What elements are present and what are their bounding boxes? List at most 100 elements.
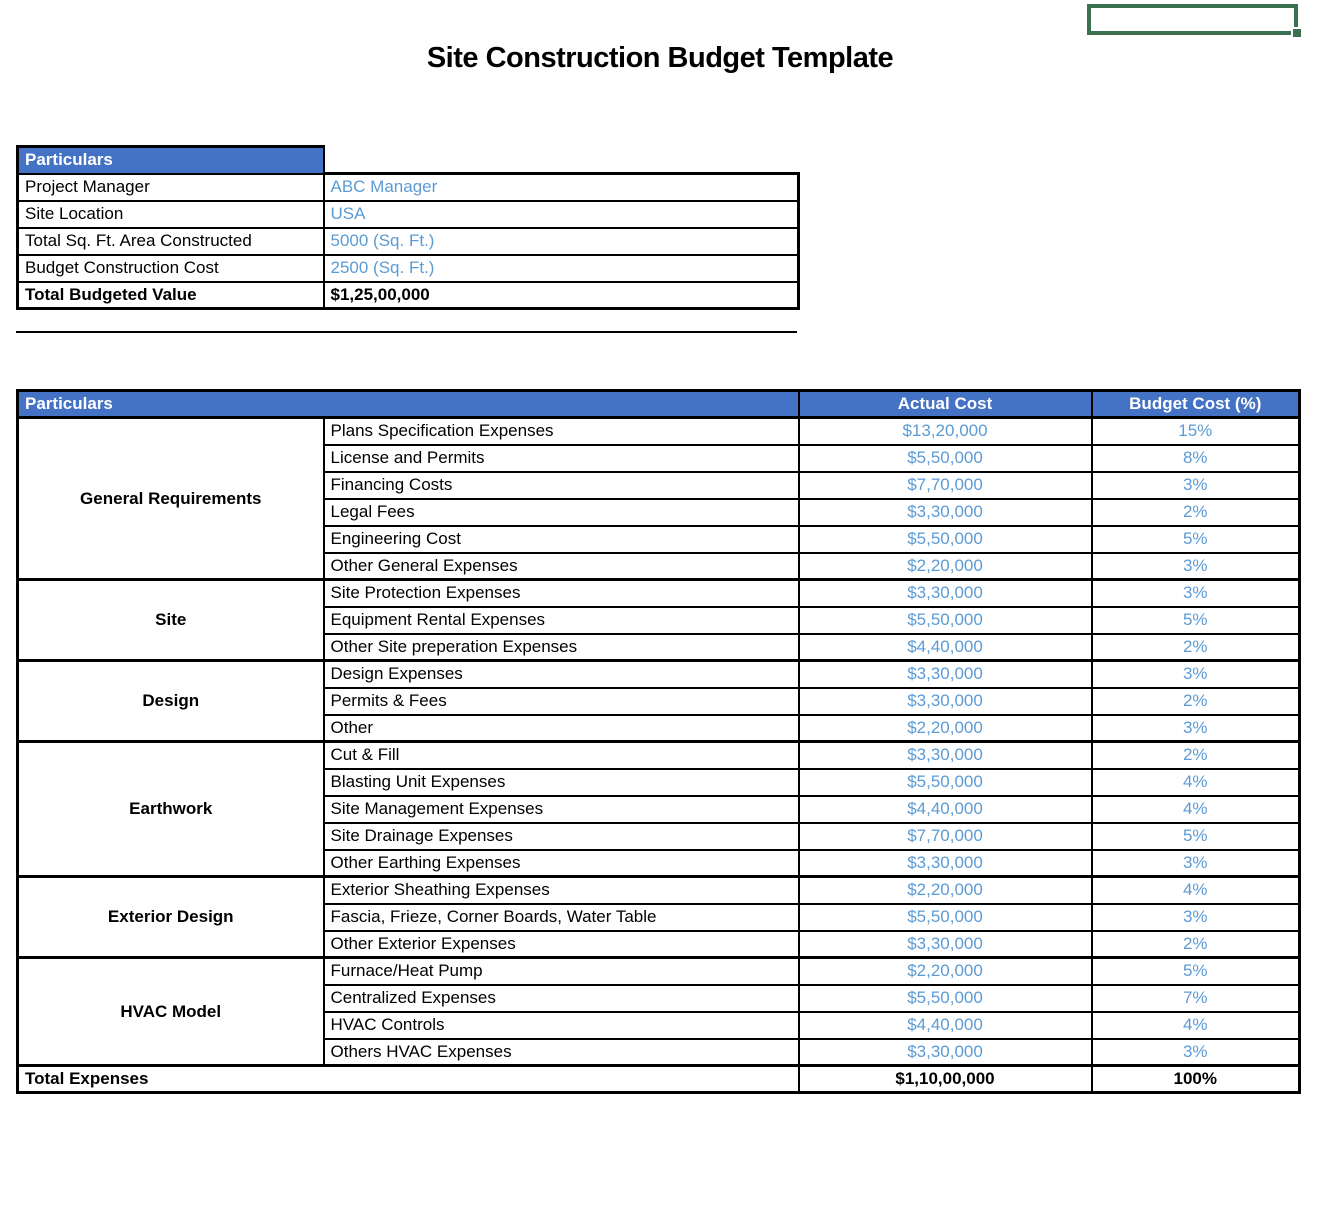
info-table-body: Particulars Project Manager ABC Manager Si…: [16, 145, 800, 310]
category-cell[interactable]: Design: [16, 659, 325, 743]
actual-cost-cell[interactable]: $3,30,000: [797, 497, 1093, 527]
budget-percent-cell[interactable]: 4%: [1090, 1010, 1302, 1040]
category-cell[interactable]: Earthwork: [16, 740, 325, 878]
info-header-cell[interactable]: Particulars: [16, 145, 325, 175]
actual-cost-cell[interactable]: $4,40,000: [797, 632, 1093, 662]
category-cell[interactable]: Exterior Design: [16, 875, 325, 959]
actual-cost-cell[interactable]: $2,20,000: [797, 875, 1093, 905]
budget-percent-cell[interactable]: 3%: [1090, 1037, 1302, 1067]
fill-handle[interactable]: [1291, 27, 1303, 39]
item-cell[interactable]: Site Drainage Expenses: [322, 821, 800, 851]
item-cell[interactable]: License and Permits: [322, 443, 800, 473]
actual-cost-cell[interactable]: $13,20,000: [797, 416, 1093, 446]
budget-percent-cell[interactable]: 2%: [1090, 632, 1302, 662]
category-cell[interactable]: Site: [16, 578, 325, 662]
budget-percent-cell[interactable]: 5%: [1090, 605, 1302, 635]
actual-cost-cell[interactable]: $4,40,000: [797, 1010, 1093, 1040]
budget-percent-cell[interactable]: 4%: [1090, 767, 1302, 797]
item-cell[interactable]: Engineering Cost: [322, 524, 800, 554]
info-value-cell[interactable]: 5000 (Sq. Ft.): [322, 226, 800, 256]
header-cell-budget-cost[interactable]: Budget Cost (%): [1090, 389, 1302, 419]
item-cell[interactable]: Site Protection Expenses: [322, 578, 800, 608]
item-cell[interactable]: Exterior Sheathing Expenses: [322, 875, 800, 905]
info-label-cell[interactable]: Site Location: [16, 199, 325, 229]
budget-percent-cell[interactable]: 3%: [1090, 848, 1302, 878]
actual-cost-cell[interactable]: $5,50,000: [797, 983, 1093, 1013]
item-cell[interactable]: Other Site preperation Expenses: [322, 632, 800, 662]
actual-cost-cell[interactable]: $2,20,000: [797, 551, 1093, 581]
item-cell[interactable]: Financing Costs: [322, 470, 800, 500]
item-cell[interactable]: Plans Specification Expenses: [322, 416, 800, 446]
budget-row: Other General Expenses $2,20,000 3%: [18, 551, 1302, 581]
info-label-cell[interactable]: Budget Construction Cost: [16, 253, 325, 283]
actual-cost-cell[interactable]: $3,30,000: [797, 740, 1093, 770]
budget-table: Particulars Actual Cost Budget Cost (%) …: [15, 389, 1302, 1094]
item-cell[interactable]: Site Management Expenses: [322, 794, 800, 824]
budget-percent-cell[interactable]: 2%: [1090, 740, 1302, 770]
actual-cost-cell[interactable]: $5,50,000: [797, 767, 1093, 797]
info-value-cell[interactable]: $1,25,00,000: [322, 280, 800, 310]
item-cell[interactable]: Equipment Rental Expenses: [322, 605, 800, 635]
actual-cost-cell[interactable]: $5,50,000: [797, 902, 1093, 932]
actual-cost-cell[interactable]: $3,30,000: [797, 578, 1093, 608]
item-cell[interactable]: Other Earthing Expenses: [322, 848, 800, 878]
budget-percent-cell[interactable]: 2%: [1090, 686, 1302, 716]
budget-percent-cell[interactable]: 7%: [1090, 983, 1302, 1013]
budget-percent-cell[interactable]: 5%: [1090, 524, 1302, 554]
header-cell-actual-cost[interactable]: Actual Cost: [797, 389, 1093, 419]
actual-cost-cell[interactable]: $4,40,000: [797, 794, 1093, 824]
item-cell[interactable]: Blasting Unit Expenses: [322, 767, 800, 797]
info-label-cell[interactable]: Project Manager: [16, 172, 325, 202]
actual-cost-cell[interactable]: $5,50,000: [797, 524, 1093, 554]
item-cell[interactable]: Fascia, Frieze, Corner Boards, Water Tab…: [322, 902, 800, 932]
actual-cost-cell[interactable]: $3,30,000: [797, 848, 1093, 878]
total-percent-cell[interactable]: 100%: [1090, 1064, 1302, 1094]
actual-cost-cell[interactable]: $7,70,000: [797, 470, 1093, 500]
actual-cost-cell[interactable]: $2,20,000: [797, 713, 1093, 743]
actual-cost-cell[interactable]: $2,20,000: [797, 956, 1093, 986]
info-label-cell[interactable]: Total Budgeted Value: [16, 280, 325, 310]
total-label-cell[interactable]: Total Expenses: [15, 1064, 800, 1094]
category-cell[interactable]: HVAC Model: [16, 956, 325, 1067]
item-cell[interactable]: Other General Expenses: [322, 551, 800, 581]
total-actual-cell[interactable]: $1,10,00,000: [797, 1064, 1093, 1094]
item-cell[interactable]: Centralized Expenses: [322, 983, 800, 1013]
info-label-cell[interactable]: Total Sq. Ft. Area Constructed: [16, 226, 325, 256]
budget-percent-cell[interactable]: 2%: [1090, 497, 1302, 527]
info-value-cell[interactable]: ABC Manager: [322, 172, 800, 202]
budget-percent-cell[interactable]: 3%: [1090, 470, 1302, 500]
budget-percent-cell[interactable]: 3%: [1090, 902, 1302, 932]
budget-percent-cell[interactable]: 4%: [1090, 794, 1302, 824]
item-cell[interactable]: Other: [322, 713, 800, 743]
budget-percent-cell[interactable]: 3%: [1090, 551, 1302, 581]
actual-cost-cell[interactable]: $7,70,000: [797, 821, 1093, 851]
actual-cost-cell[interactable]: $5,50,000: [797, 605, 1093, 635]
actual-cost-cell[interactable]: $3,30,000: [797, 1037, 1093, 1067]
budget-percent-cell[interactable]: 5%: [1090, 956, 1302, 986]
budget-percent-cell[interactable]: 8%: [1090, 443, 1302, 473]
item-cell[interactable]: Other Exterior Expenses: [322, 929, 800, 959]
item-cell[interactable]: Furnace/Heat Pump: [322, 956, 800, 986]
budget-percent-cell[interactable]: 3%: [1090, 578, 1302, 608]
budget-percent-cell[interactable]: 2%: [1090, 929, 1302, 959]
budget-percent-cell[interactable]: 3%: [1090, 659, 1302, 689]
info-value-cell[interactable]: 2500 (Sq. Ft.): [322, 253, 800, 283]
item-cell[interactable]: Others HVAC Expenses: [322, 1037, 800, 1067]
item-cell[interactable]: Cut & Fill: [322, 740, 800, 770]
info-value-cell[interactable]: USA: [322, 199, 800, 229]
actual-cost-cell[interactable]: $3,30,000: [797, 659, 1093, 689]
budget-percent-cell[interactable]: 15%: [1090, 416, 1302, 446]
actual-cost-cell[interactable]: $5,50,000: [797, 443, 1093, 473]
header-cell-particulars[interactable]: Particulars: [15, 389, 800, 419]
budget-percent-cell[interactable]: 5%: [1090, 821, 1302, 851]
category-cell[interactable]: General Requirements: [16, 416, 325, 581]
budget-percent-cell[interactable]: 3%: [1090, 713, 1302, 743]
item-cell[interactable]: Permits & Fees: [322, 686, 800, 716]
budget-row: Legal Fees $3,30,000 2%: [18, 497, 1302, 527]
item-cell[interactable]: HVAC Controls: [322, 1010, 800, 1040]
item-cell[interactable]: Design Expenses: [322, 659, 800, 689]
actual-cost-cell[interactable]: $3,30,000: [797, 686, 1093, 716]
actual-cost-cell[interactable]: $3,30,000: [797, 929, 1093, 959]
budget-percent-cell[interactable]: 4%: [1090, 875, 1302, 905]
item-cell[interactable]: Legal Fees: [322, 497, 800, 527]
